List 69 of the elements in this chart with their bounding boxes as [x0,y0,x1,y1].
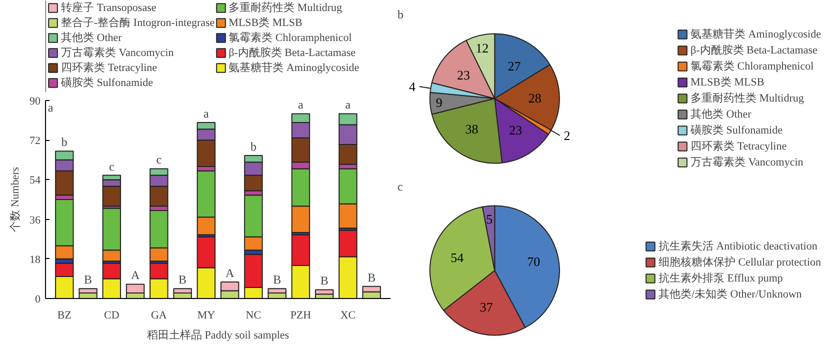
legend-label: 氨基糖苷类 Aminoglycoside [228,61,360,75]
data-label: 4 [408,79,416,94]
y-tick-label: 54 [30,174,41,187]
legend-label: 磺胺类 Sulfonamide [61,76,153,90]
legend-label: 四环素类 Tetracyline [690,139,787,154]
legend-label: 磺胺类 Sulfonamide [690,124,782,138]
legend-label: β-内酰胺类 Beta-Lactamase [690,44,818,58]
legend-label: 其他类 Other [690,108,752,122]
annotation: A [130,268,140,282]
annotation: c [156,152,162,167]
annotation: B [320,274,328,288]
data-label: 28 [528,90,542,106]
y-tick-label: 0 [35,294,41,306]
y-tick-label: 90 [30,96,41,108]
annotation: a [298,98,304,112]
annotation: B [178,272,187,287]
legend-label: 多重耐药性类 Multidrug [690,91,804,106]
legend-label: 其他类 Other [61,31,122,45]
legend-label: 细胞核糖体保护 Cellular protection [658,255,821,270]
x-tick-label: XC [340,310,356,322]
legend-label: 多重耐药性类 Multidrug [228,0,342,15]
annotation: a [204,106,210,120]
x-tick-label: MY [197,310,216,322]
annotation: B [368,270,376,284]
data-label: 70 [527,254,540,269]
data-label: 37 [480,299,494,314]
y-tick-label: 18 [30,254,41,266]
legend-label: 其他类/未知类 Other/Unknown [658,288,802,302]
legend-label: 抗生素外排泵 Efflux pump [658,271,783,286]
data-label: 23 [456,68,470,83]
data-label: 23 [509,122,522,138]
y-tick-label: 36 [30,214,41,226]
annotation: B [84,272,92,287]
legend-label: β-内酰胺类 Beta-Lactamase [228,46,356,60]
y-tick-label: 72 [30,135,40,148]
chart-title: b [398,8,404,22]
x-tick-label: GA [150,310,167,322]
legend-label: MLSB类 MLSB [690,76,764,90]
legend-label: 万古霉素类 Vancomycin [690,155,804,170]
y-axis-title: 个数 Numbers [10,166,22,232]
chart-title: a [48,100,54,114]
chart-title: c [398,180,403,194]
annotation: c [109,159,114,174]
legend-label: 氯霉素类 Chloramphenicol [228,30,352,45]
data-label: 38 [465,122,478,137]
legend-label: MLSB类 MLSB [228,16,302,30]
data-label: 2 [564,128,570,143]
data-label: 9 [436,94,442,110]
annotation: b [61,135,68,150]
legend-label: 转座子 Transoposase [61,0,156,15]
x-axis-title: 稻田土样品 Paddy soil samples [146,328,290,342]
annotation: a [345,98,352,112]
annotation: b [250,140,256,154]
data-label: 12 [476,40,489,56]
x-tick-label: CD [104,310,120,322]
x-tick-label: PZH [290,310,312,322]
legend-label: 氯霉素类 Chloramphenicol [690,59,814,74]
data-label: 5 [486,212,493,227]
data-label: 54 [450,250,464,265]
legend-label: 整合子-整合酶 Intogron-integrase [61,16,215,30]
x-tick-label: BZ [57,310,72,322]
legend-label: 氨基糖苷类 Aminoglycoside [690,28,821,42]
legend-label: 抗生素失活 Antibiotic deactivation [658,239,818,254]
annotation: A [225,266,234,280]
legend-label: 四环素类 Tetracyline [61,60,158,75]
legend-label: 万古霉素类 Vancomycin [61,46,174,60]
data-label: 27 [508,58,522,74]
x-tick-label: NC [246,310,262,322]
annotation: B [273,272,282,287]
